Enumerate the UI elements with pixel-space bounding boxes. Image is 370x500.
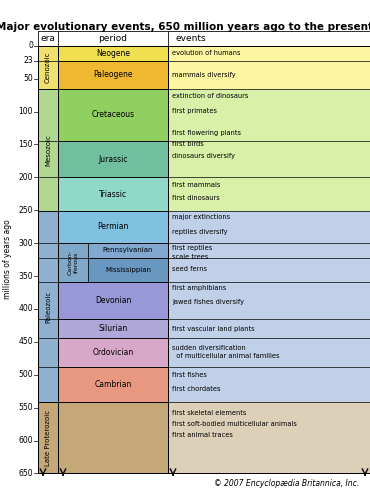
Text: Carbon-
iferous: Carbon- iferous (68, 250, 78, 274)
Text: Triassic: Triassic (99, 190, 127, 198)
Bar (58, 88, 168, 141)
Bar (38, 211, 58, 402)
Bar (88, 242, 168, 258)
Text: 550: 550 (18, 403, 33, 412)
Text: Paleozoic: Paleozoic (45, 290, 51, 323)
Text: first flowering plants: first flowering plants (172, 130, 241, 136)
Bar (58, 141, 168, 178)
Text: 23: 23 (23, 56, 33, 66)
Text: evolution of humans: evolution of humans (172, 50, 240, 56)
Text: events: events (176, 34, 206, 43)
Text: extinction of dinosaurs: extinction of dinosaurs (172, 93, 248, 99)
Bar (88, 258, 168, 282)
Text: Cenozoic: Cenozoic (45, 52, 51, 83)
Text: 0: 0 (28, 42, 33, 50)
Bar (38, 32, 370, 46)
Text: Silurian: Silurian (98, 324, 128, 333)
Bar (58, 211, 168, 242)
Text: Ordovician: Ordovician (92, 348, 134, 357)
Text: first vascular land plants: first vascular land plants (172, 326, 255, 332)
Text: of multicellular animal families: of multicellular animal families (172, 354, 279, 360)
Bar (58, 61, 168, 88)
Bar (58, 282, 168, 320)
Text: first mammals: first mammals (172, 182, 221, 188)
Text: first dinosaurs: first dinosaurs (172, 195, 220, 201)
Bar (38, 88, 58, 211)
Text: 150: 150 (18, 140, 33, 149)
Text: Late Proterozoic: Late Proterozoic (45, 410, 51, 466)
Text: first chordates: first chordates (172, 386, 221, 392)
Bar (58, 178, 168, 211)
Text: 650: 650 (18, 469, 33, 478)
Bar (38, 402, 58, 473)
Text: scale trees: scale trees (172, 254, 208, 260)
Bar (168, 402, 370, 473)
Text: © 2007 Encyclopædia Britannica, Inc.: © 2007 Encyclopædia Britannica, Inc. (213, 478, 359, 488)
Text: Neogene: Neogene (96, 49, 130, 58)
Text: Permian: Permian (97, 222, 129, 231)
Bar (58, 320, 168, 338)
Text: 350: 350 (18, 272, 33, 280)
Text: sudden diversification: sudden diversification (172, 346, 246, 352)
Bar (38, 46, 58, 88)
Text: Jurassic: Jurassic (98, 155, 128, 164)
Text: first skeletal elements: first skeletal elements (172, 410, 246, 416)
Text: mammals diversify: mammals diversify (172, 72, 236, 78)
Bar (58, 46, 168, 474)
Text: Cambrian: Cambrian (94, 380, 132, 389)
Text: seed ferns: seed ferns (172, 266, 207, 272)
Text: Paleogene: Paleogene (93, 70, 133, 79)
Text: Mesozoic: Mesozoic (45, 134, 51, 166)
Text: first animal traces: first animal traces (172, 432, 233, 438)
Text: 500: 500 (18, 370, 33, 379)
Bar (58, 367, 168, 402)
Bar (58, 242, 88, 282)
Text: 400: 400 (18, 304, 33, 314)
Text: major extinctions: major extinctions (172, 214, 230, 220)
Bar (58, 338, 168, 367)
Text: 50: 50 (23, 74, 33, 83)
Text: 300: 300 (18, 238, 33, 248)
Bar (58, 46, 168, 61)
Text: dinosaurs diversify: dinosaurs diversify (172, 152, 235, 158)
Text: 100: 100 (18, 107, 33, 116)
Text: first amphibians: first amphibians (172, 285, 226, 291)
Text: first birds: first birds (172, 142, 204, 148)
Text: first reptiles: first reptiles (172, 245, 212, 251)
Text: 600: 600 (18, 436, 33, 445)
Text: Devonian: Devonian (95, 296, 131, 305)
Text: 450: 450 (18, 338, 33, 346)
Bar (168, 46, 370, 474)
Bar (168, 211, 370, 402)
Bar (58, 32, 168, 46)
Bar (168, 32, 370, 46)
Text: Major evolutionary events, 650 million years ago to the present: Major evolutionary events, 650 million y… (0, 22, 370, 32)
Text: millions of years ago: millions of years ago (3, 220, 13, 300)
Text: era: era (41, 34, 56, 43)
Text: reptiles diversify: reptiles diversify (172, 229, 228, 235)
Text: 200: 200 (18, 173, 33, 182)
Text: Cretaceous: Cretaceous (91, 110, 135, 120)
Text: first soft-bodied multicellular animals: first soft-bodied multicellular animals (172, 421, 297, 427)
Text: Mississippian: Mississippian (105, 267, 151, 273)
Bar (58, 402, 168, 473)
Bar (168, 46, 370, 88)
Bar (38, 46, 58, 474)
Bar (38, 32, 58, 46)
Text: jawed fishes diversify: jawed fishes diversify (172, 300, 244, 306)
Text: period: period (98, 34, 128, 43)
Text: first fishes: first fishes (172, 372, 207, 378)
Text: first primates: first primates (172, 108, 217, 114)
Bar (168, 88, 370, 211)
Text: Pennsylvanian: Pennsylvanian (103, 248, 153, 254)
Text: 250: 250 (18, 206, 33, 215)
